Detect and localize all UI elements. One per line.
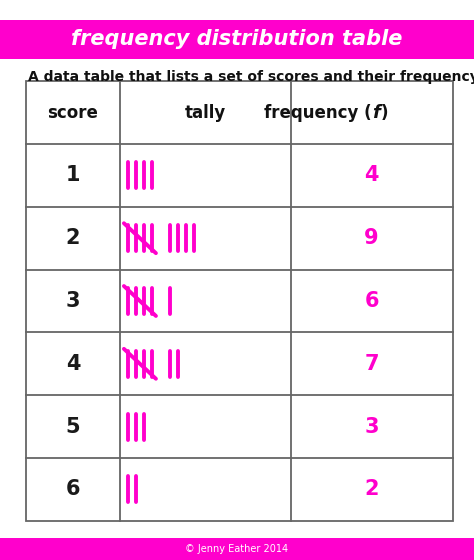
Text: 4: 4 [66, 354, 80, 374]
Text: 1: 1 [66, 165, 80, 185]
Text: 3: 3 [66, 291, 80, 311]
Text: 7: 7 [365, 354, 379, 374]
Text: 4: 4 [365, 165, 379, 185]
Text: score: score [47, 104, 99, 122]
Bar [0, 20, 474, 59]
Text: f: f [372, 104, 380, 122]
Bar [0, 538, 474, 560]
Text: 9: 9 [365, 228, 379, 248]
Text: 2: 2 [66, 228, 80, 248]
Text: 6: 6 [365, 291, 379, 311]
Text: 2: 2 [365, 479, 379, 500]
Text: © Jenny Eather 2014: © Jenny Eather 2014 [185, 544, 289, 554]
Text: ): ) [381, 104, 388, 122]
Text: 5: 5 [66, 417, 80, 437]
Bar [26, 81, 453, 521]
Text: tally: tally [184, 104, 226, 122]
Text: 3: 3 [365, 417, 379, 437]
Text: A data table that lists a set of scores and their frequency.: A data table that lists a set of scores … [28, 71, 474, 85]
Text: frequency distribution table: frequency distribution table [71, 29, 403, 49]
Text: 6: 6 [66, 479, 80, 500]
Text: frequency (: frequency ( [264, 104, 372, 122]
